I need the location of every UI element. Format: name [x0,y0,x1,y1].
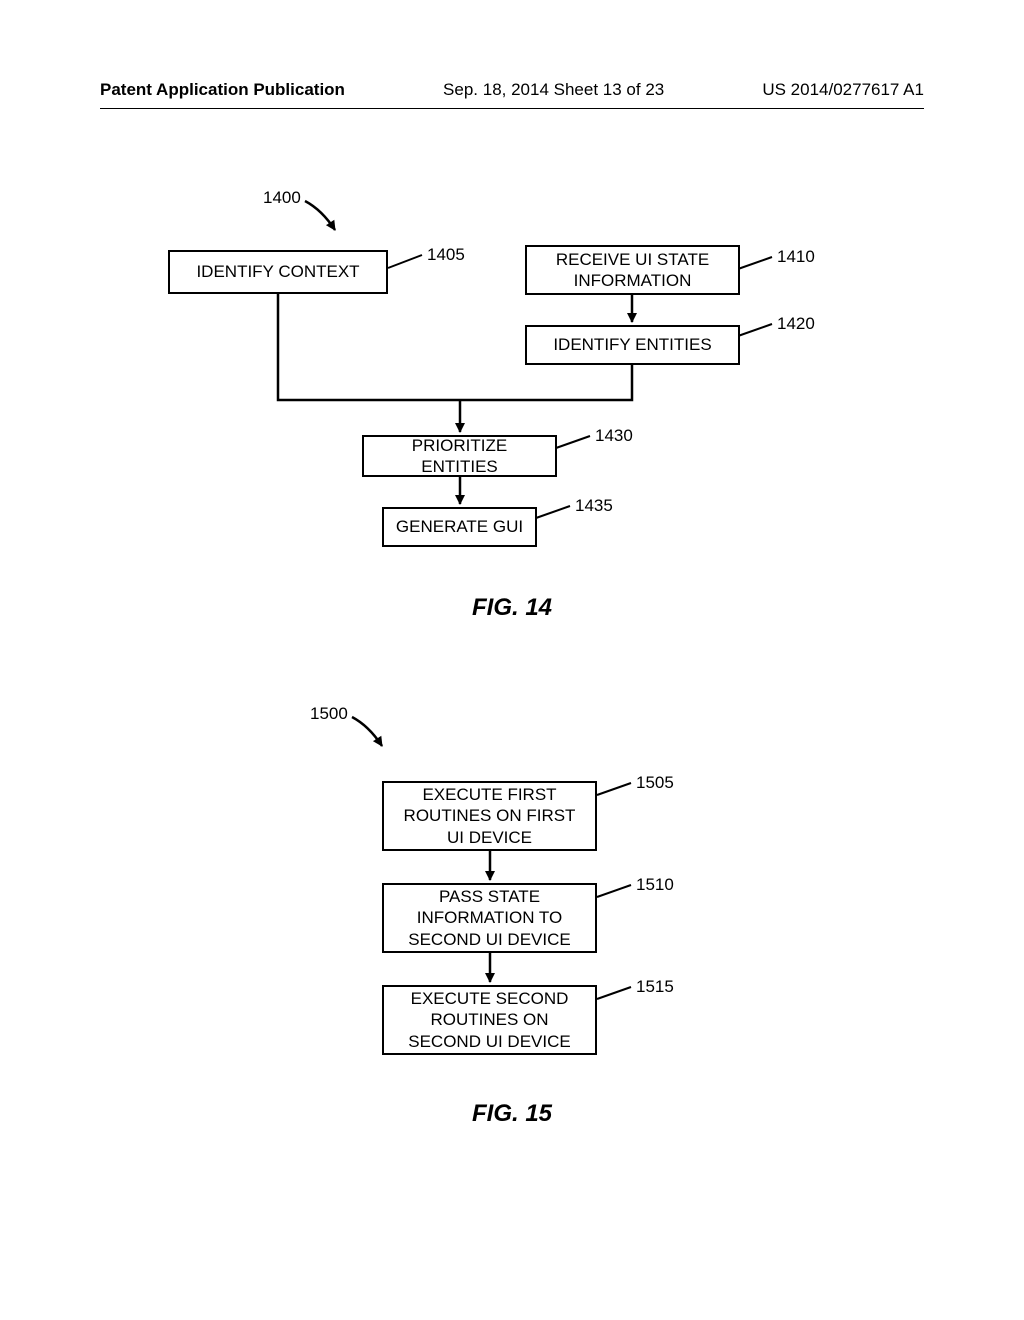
ref-1510: 1510 [636,875,674,895]
box-identify-entities: IDENTIFY ENTITIES [525,325,740,365]
fig15-caption: FIG. 15 [0,1100,1024,1128]
box-execute-second-routines: EXECUTE SECOND ROUTINES ON SECOND UI DEV… [382,985,597,1055]
ref-1410: 1410 [777,247,815,267]
figure-15: 1500 EXECUTE FIRST ROUTINES ON FIRST UI … [0,670,1024,1230]
box-generate-gui: GENERATE GUI [382,507,537,547]
fig14-ref-main: 1400 [263,188,301,208]
ref-1430: 1430 [595,426,633,446]
fig14-caption: FIG. 14 [0,594,1024,622]
ref-1515: 1515 [636,977,674,997]
box-prioritize-entities: PRIORITIZE ENTITIES [362,435,557,477]
box-execute-first-routines: EXECUTE FIRST ROUTINES ON FIRST UI DEVIC… [382,781,597,851]
box-receive-ui-state: RECEIVE UI STATE INFORMATION [525,245,740,295]
box-identify-context: IDENTIFY CONTEXT [168,250,388,294]
figure-14: 1400 IDENTIFY CONTEXT 1405 RECEIVE UI ST… [0,0,1024,700]
ref-1405: 1405 [427,245,465,265]
ref-1505: 1505 [636,773,674,793]
box-pass-state-info: PASS STATE INFORMATION TO SECOND UI DEVI… [382,883,597,953]
ref-1420: 1420 [777,314,815,334]
fig15-ref-main: 1500 [310,704,348,724]
ref-1435: 1435 [575,496,613,516]
